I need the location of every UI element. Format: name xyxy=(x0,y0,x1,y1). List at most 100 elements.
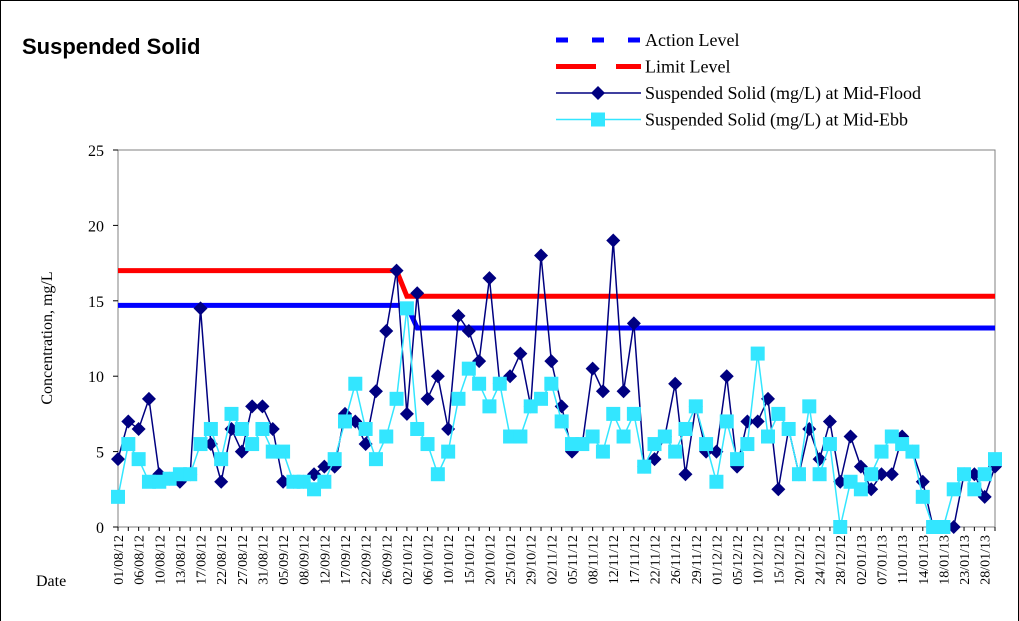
data-point xyxy=(988,452,1002,467)
data-point xyxy=(389,391,404,406)
plot-frame xyxy=(117,149,996,528)
data-point xyxy=(781,421,796,436)
data-point xyxy=(234,421,249,436)
x-tick-label: 20/10/12 xyxy=(483,535,498,585)
x-tick-label: 20/12/12 xyxy=(793,535,808,585)
data-point xyxy=(389,263,404,278)
data-point xyxy=(203,421,218,436)
data-point xyxy=(420,391,435,406)
data-point xyxy=(812,467,827,482)
legend-label: Suspended Solid (mg/L) at Mid-Flood xyxy=(645,83,921,104)
x-tick-label: 28/01/13 xyxy=(979,535,994,585)
x-tick-label: 05/11/12 xyxy=(566,535,581,584)
data-point xyxy=(544,354,559,369)
x-tick-label: 02/01/13 xyxy=(855,535,870,585)
x-axis-label: Date xyxy=(36,573,66,590)
x-tick-label: 14/01/13 xyxy=(917,535,932,585)
data-point xyxy=(337,414,352,429)
data-point xyxy=(606,406,621,421)
data-point xyxy=(864,467,879,482)
data-point xyxy=(616,429,631,444)
data-point xyxy=(214,452,229,467)
data-point xyxy=(822,437,837,452)
data-point xyxy=(595,384,610,399)
x-tick-label: 22/11/12 xyxy=(649,535,664,584)
x-tick-label: 12/11/12 xyxy=(607,535,622,584)
x-tick-label: 10/10/12 xyxy=(442,535,457,585)
data-point xyxy=(606,233,621,248)
data-point xyxy=(719,414,734,429)
x-tick-label: 08/09/12 xyxy=(298,535,313,585)
x-tick-label: 17/08/12 xyxy=(195,535,210,585)
data-point xyxy=(482,399,497,414)
data-point xyxy=(358,421,373,436)
data-point xyxy=(761,429,776,444)
data-point xyxy=(853,482,868,497)
x-tick-label: 27/08/12 xyxy=(236,535,251,585)
y-tick-label: 25 xyxy=(88,143,104,160)
data-point xyxy=(616,384,631,399)
data-point xyxy=(534,248,549,263)
data-point xyxy=(657,429,672,444)
data-point xyxy=(709,474,724,489)
data-point xyxy=(410,286,425,301)
chart-title: Suspended Solid xyxy=(22,34,200,59)
y-tick-label: 5 xyxy=(96,445,104,462)
data-point xyxy=(410,421,425,436)
data-point xyxy=(750,346,765,361)
data-point xyxy=(368,452,383,467)
data-point xyxy=(626,406,641,421)
data-point xyxy=(399,301,414,316)
y-tick-label: 20 xyxy=(88,218,104,235)
data-point xyxy=(255,399,270,414)
data-point xyxy=(472,376,487,391)
data-point xyxy=(699,437,714,452)
x-tick-label: 17/11/12 xyxy=(628,535,643,584)
data-point xyxy=(946,482,961,497)
data-point xyxy=(451,391,466,406)
x-tick-label: 08/11/12 xyxy=(587,535,602,584)
x-tick-label: 28/12/12 xyxy=(834,535,849,585)
x-tick-label: 22/08/12 xyxy=(215,535,230,585)
data-point xyxy=(874,444,889,459)
level-line xyxy=(118,302,995,331)
data-point xyxy=(843,429,858,444)
x-tick-label: 22/09/12 xyxy=(360,535,375,585)
x-tick-label: 11/01/13 xyxy=(896,535,911,584)
x-tick-label: 05/12/12 xyxy=(731,535,746,585)
data-point xyxy=(678,421,693,436)
data-point xyxy=(121,414,136,429)
data-point xyxy=(750,414,765,429)
data-point xyxy=(183,467,198,482)
legend-marker xyxy=(591,86,605,100)
data-point xyxy=(441,444,456,459)
x-tick-label: 10/12/12 xyxy=(752,535,767,585)
x-tick-label: 05/09/12 xyxy=(277,535,292,585)
legend-label: Action Level xyxy=(645,30,739,50)
data-point xyxy=(379,323,394,338)
data-point xyxy=(379,429,394,444)
level-line xyxy=(118,268,995,299)
data-point xyxy=(668,444,683,459)
data-point xyxy=(224,406,239,421)
data-point xyxy=(771,482,786,497)
legend-marker xyxy=(591,112,605,127)
data-point xyxy=(730,452,745,467)
x-tick-label: 12/09/12 xyxy=(318,535,333,585)
data-point xyxy=(245,399,260,414)
data-point xyxy=(626,316,641,331)
data-point xyxy=(637,459,652,474)
data-point xyxy=(461,323,476,338)
data-point xyxy=(461,361,476,376)
data-point xyxy=(957,467,972,482)
x-tick-label: 06/10/12 xyxy=(422,535,437,585)
data-point xyxy=(915,489,930,504)
data-point xyxy=(111,452,125,467)
data-point xyxy=(719,369,734,384)
data-point xyxy=(585,429,600,444)
x-tick-label: 02/11/12 xyxy=(545,535,560,584)
data-point xyxy=(276,444,291,459)
x-tick-label: 15/10/12 xyxy=(463,535,478,585)
